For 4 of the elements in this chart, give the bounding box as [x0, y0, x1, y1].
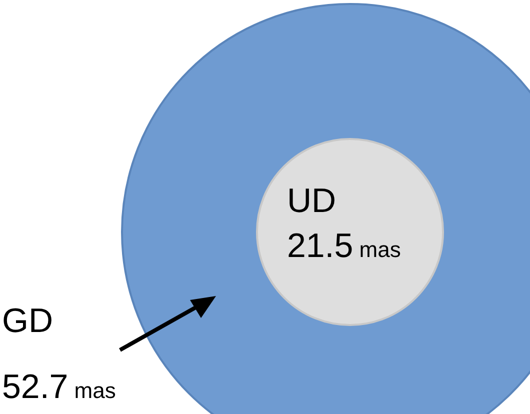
data-label: 52.7 mas [2, 368, 116, 406]
data-label: 21.5 mas [286, 227, 401, 265]
category-label: UD [286, 182, 336, 220]
category-label: GD [2, 302, 53, 340]
